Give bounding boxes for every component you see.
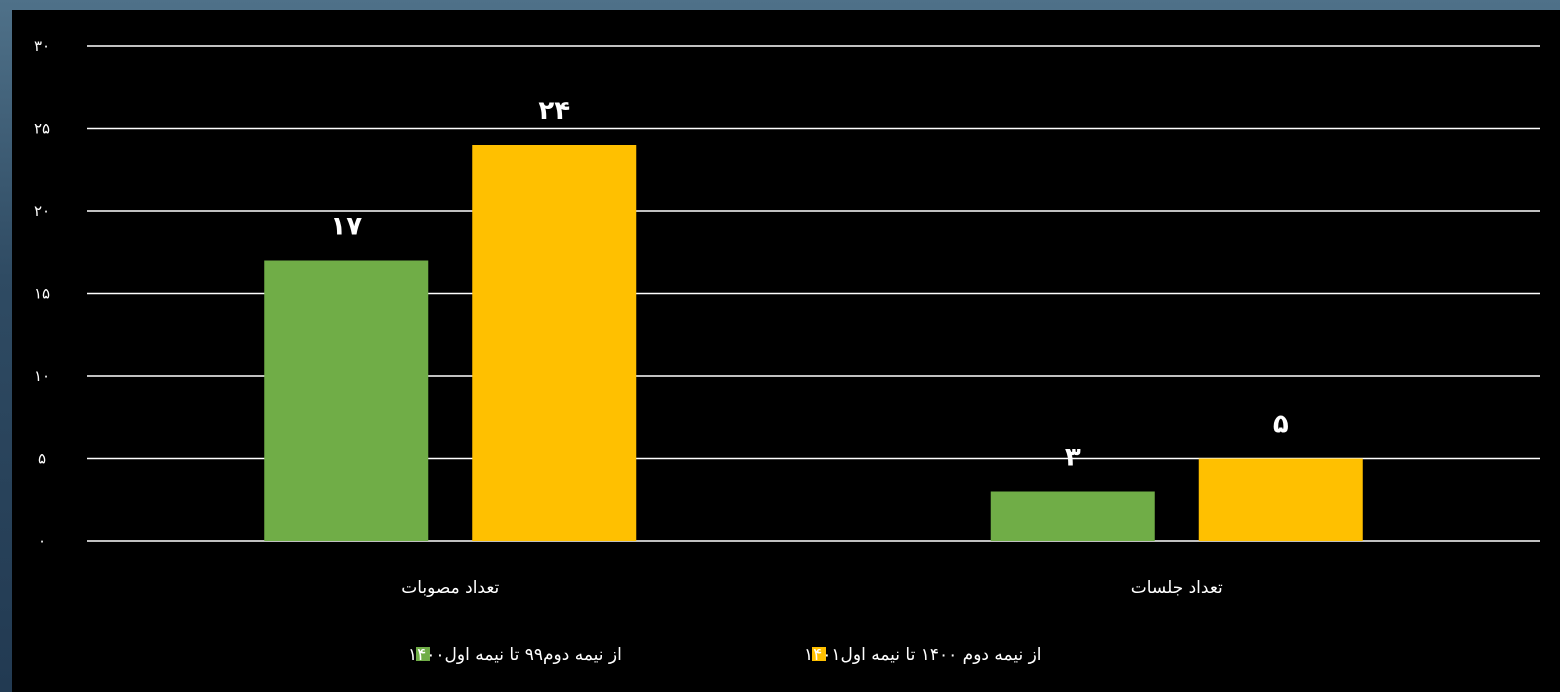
bar-0-1 bbox=[472, 145, 637, 541]
legend-label: از نیمه دوم۹۹ تا نیمه اول۱۴۰۰ bbox=[408, 645, 622, 665]
y-tick-label: ۱۰ bbox=[34, 367, 50, 385]
bar-1-1 bbox=[1198, 458, 1363, 541]
category-label: تعداد مصوبات bbox=[401, 578, 499, 598]
y-tick-label: ۳۰ bbox=[34, 37, 50, 55]
legend-swatch bbox=[812, 647, 826, 661]
legend-swatch bbox=[416, 647, 430, 661]
y-tick-label: ۲۵ bbox=[34, 120, 50, 138]
legend-label: از نیمه دوم ۱۴۰۰ تا نیمه اول۱۴۰۱ bbox=[804, 645, 1042, 665]
data-label: ۵ bbox=[1273, 410, 1289, 440]
y-tick-label: ۰ bbox=[38, 532, 46, 550]
y-axis: ۰ ۵ ۱۰ ۱۵ ۲۰ ۲۵ ۳۰ bbox=[34, 37, 50, 550]
y-tick-label: ۱۵ bbox=[34, 285, 50, 303]
data-label: ۳ bbox=[1065, 443, 1081, 473]
bar-chart: ۰ ۵ ۱۰ ۱۵ ۲۰ ۲۵ ۳۰ ۱۷ ۲۴ ۳ ۵ تعداد مصوبات تعداد جل… bbox=[34, 37, 1540, 665]
bar-0-0 bbox=[264, 260, 429, 541]
category-labels: تعداد مصوبات تعداد جلسات bbox=[401, 578, 1223, 598]
data-labels: ۱۷ ۲۴ ۳ ۵ bbox=[330, 96, 1288, 473]
legend: از نیمه دوم۹۹ تا نیمه اول۱۴۰۰ از نیمه دوم… bbox=[408, 645, 1042, 665]
y-tick-label: ۵ bbox=[38, 450, 46, 468]
data-label: ۱۷ bbox=[330, 212, 362, 242]
data-label: ۲۴ bbox=[538, 96, 570, 126]
y-tick-label: ۲۰ bbox=[34, 202, 50, 220]
bars bbox=[264, 145, 1363, 541]
chart-frame: ۰ ۵ ۱۰ ۱۵ ۲۰ ۲۵ ۳۰ ۱۷ ۲۴ ۳ ۵ تعداد مصوبات تعداد جل… bbox=[12, 10, 1560, 692]
bar-1-0 bbox=[990, 491, 1155, 541]
category-label: تعداد جلسات bbox=[1131, 578, 1223, 598]
